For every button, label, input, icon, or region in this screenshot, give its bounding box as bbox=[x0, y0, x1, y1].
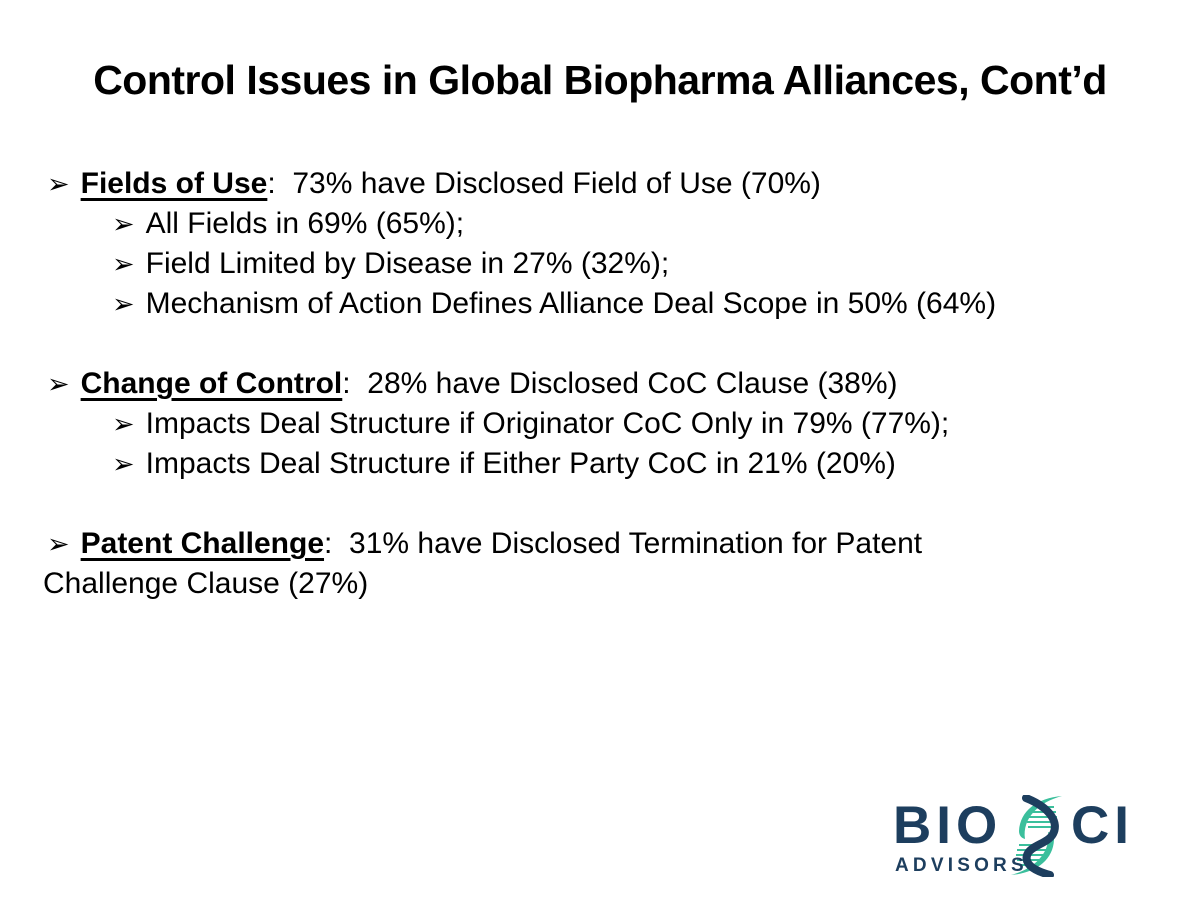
term-patent-challenge: Patent Challenge bbox=[80, 527, 325, 560]
arrow-bullet-icon: ➢ bbox=[47, 529, 70, 559]
arrow-bullet-icon: ➢ bbox=[112, 209, 135, 239]
sub-bullet-text: Impacts Deal Structure if Originator CoC… bbox=[145, 407, 950, 440]
biosci-advisors-logo: BIO CI ADVISORS bbox=[893, 795, 1163, 890]
sub-bullet-field-limited: ➢ Field Limited by Disease in 27% (32%); bbox=[43, 244, 1118, 284]
sub-bullet-text: Impacts Deal Structure if Either Party C… bbox=[145, 447, 896, 480]
sub-bullet-all-fields: ➢ All Fields in 69% (65%); bbox=[43, 204, 1118, 244]
section-patent-challenge: ➢ Patent Challenge: 31% have Disclosed Te… bbox=[43, 524, 1118, 604]
arrow-bullet-icon: ➢ bbox=[47, 169, 70, 199]
sub-bullet-originator-coc: ➢ Impacts Deal Structure if Originator Co… bbox=[43, 404, 1118, 444]
logo-text-ci: CI bbox=[1071, 796, 1134, 855]
logo-advisors-label: ADVISORS bbox=[895, 855, 1028, 876]
sub-bullet-either-party-coc: ➢ Impacts Deal Structure if Either Party … bbox=[43, 444, 1118, 484]
sub-bullet-mechanism-of-action: ➢ Mechanism of Action Defines Alliance De… bbox=[43, 284, 1118, 324]
logo-text-bio: BIO bbox=[893, 796, 1003, 855]
bullet-line-patent-challenge: ➢ Patent Challenge: 31% have Disclosed Te… bbox=[43, 524, 1118, 604]
slide-title: Control Issues in Global Biopharma Allia… bbox=[93, 57, 1107, 103]
term-fields-of-use: Fields of Use bbox=[80, 167, 268, 200]
slide-body: ➢ Fields of Use: 73% have Disclosed Field… bbox=[43, 164, 1118, 604]
patent-challenge-stat-line2: Challenge Clause (27%) bbox=[43, 567, 369, 600]
dna-helix-icon bbox=[1011, 795, 1062, 877]
sub-bullet-text: Field Limited by Disease in 27% (32%); bbox=[145, 247, 670, 280]
patent-challenge-stat-line1: : 31% have Disclosed Termination for Pat… bbox=[324, 527, 923, 560]
sub-bullet-text: All Fields in 69% (65%); bbox=[145, 207, 465, 240]
bullet-line-fields-of-use: ➢ Fields of Use: 73% have Disclosed Field… bbox=[43, 164, 1118, 204]
sub-bullet-text: Mechanism of Action Defines Alliance Dea… bbox=[145, 287, 997, 320]
term-change-of-control: Change of Control bbox=[80, 367, 343, 400]
arrow-bullet-icon: ➢ bbox=[112, 289, 135, 319]
change-of-control-stat: : 28% have Disclosed CoC Clause (38%) bbox=[342, 367, 898, 400]
arrow-bullet-icon: ➢ bbox=[47, 369, 70, 399]
fields-of-use-stat: : 73% have Disclosed Field of Use (70%) bbox=[267, 167, 821, 200]
section-fields-of-use: ➢ Fields of Use: 73% have Disclosed Field… bbox=[43, 164, 1118, 324]
bullet-line-change-of-control: ➢ Change of Control: 28% have Disclosed C… bbox=[43, 364, 1118, 404]
arrow-bullet-icon: ➢ bbox=[112, 409, 135, 439]
section-change-of-control: ➢ Change of Control: 28% have Disclosed C… bbox=[43, 364, 1118, 484]
arrow-bullet-icon: ➢ bbox=[112, 449, 135, 479]
arrow-bullet-icon: ➢ bbox=[112, 249, 135, 279]
